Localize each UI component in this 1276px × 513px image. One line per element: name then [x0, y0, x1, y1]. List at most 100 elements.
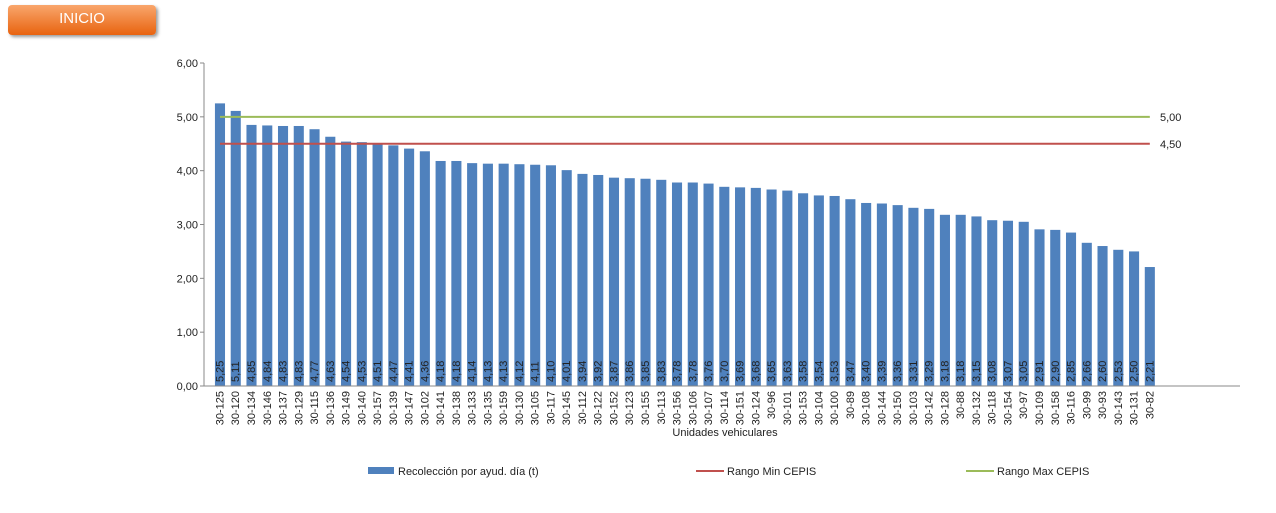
bar: [388, 145, 399, 386]
x-tick-label: 30-112: [577, 391, 589, 424]
bar: [404, 148, 415, 386]
data-label: 3,87: [608, 361, 620, 382]
data-label: 4,13: [482, 361, 494, 382]
data-label: 3,08: [987, 361, 999, 382]
bar: [987, 220, 998, 386]
data-label: 4,51: [372, 361, 384, 382]
data-label: 3,05: [1018, 361, 1030, 382]
bar: [876, 203, 887, 386]
x-tick-label: 30-103: [908, 391, 920, 425]
data-label: 3,70: [719, 361, 731, 382]
data-label: 3,68: [750, 361, 762, 382]
bar: [561, 170, 572, 386]
data-label: 3,47: [845, 361, 857, 382]
legend-label: Rango Max CEPIS: [997, 466, 1089, 478]
data-label: 3,92: [593, 361, 605, 382]
x-tick-label: 30-154: [1002, 391, 1014, 425]
bar: [1081, 242, 1092, 386]
data-label: 4,13: [498, 361, 510, 382]
x-tick-label: 30-136: [325, 391, 337, 425]
bar: [1144, 267, 1155, 386]
x-tick-label: 30-122: [593, 391, 605, 425]
x-tick-label: 30-114: [719, 391, 731, 424]
data-label: 2,50: [1129, 361, 1141, 382]
bar: [845, 199, 856, 386]
x-tick-label: 30-109: [1034, 391, 1046, 425]
bar: [829, 195, 840, 386]
data-label: 4,10: [545, 361, 557, 382]
data-label: 4,18: [451, 361, 463, 382]
x-tick-label: 30-106: [687, 391, 699, 425]
y-tick-label: 0,00: [177, 381, 198, 393]
data-label: 2,91: [1034, 361, 1046, 382]
data-label: 4,83: [278, 361, 290, 382]
bar: [277, 125, 289, 387]
bar: [766, 189, 777, 386]
data-label: 4,84: [262, 361, 274, 382]
bar: [1129, 251, 1140, 386]
x-tick-label: 30-97: [1018, 391, 1030, 419]
x-tick-label: 30-124: [750, 391, 762, 425]
x-tick-label: 30-137: [278, 391, 290, 425]
x-tick-label: 30-149: [341, 391, 353, 425]
bar: [467, 163, 478, 386]
data-label: 3,78: [687, 361, 699, 382]
x-tick-label: 30-150: [892, 391, 904, 425]
x-tick-label: 30-100: [829, 391, 841, 425]
x-tick-label: 30-141: [435, 391, 447, 425]
bar: [939, 214, 950, 386]
data-label: 4,77: [309, 361, 321, 382]
x-tick-label: 30-115: [309, 391, 321, 424]
bar: [892, 205, 903, 386]
data-label: 3,40: [861, 361, 873, 382]
x-tick-label: 30-142: [924, 391, 936, 425]
x-tick-label: 30-158: [1050, 391, 1062, 425]
x-tick-label: 30-147: [404, 391, 416, 425]
x-tick-label: 30-140: [356, 391, 368, 425]
bar: [671, 182, 683, 386]
data-label: 2,66: [1081, 361, 1093, 382]
data-label: 3,83: [656, 361, 668, 382]
x-tick-label: 30-129: [293, 391, 305, 425]
x-tick-label: 30-113: [656, 391, 668, 424]
bar: [309, 129, 320, 386]
x-tick-label: 30-120: [230, 391, 242, 425]
bar: [577, 173, 588, 386]
x-tick-label: 30-139: [388, 391, 400, 425]
bar: [908, 207, 919, 386]
bar: [608, 177, 620, 386]
bar: [372, 143, 383, 386]
x-tick-label: 30-99: [1081, 391, 1093, 419]
y-tick-label: 6,00: [177, 58, 198, 70]
bar: [1034, 229, 1045, 386]
x-tick-label: 30-145: [561, 391, 573, 425]
x-tick-label: 30-152: [608, 391, 620, 425]
data-label: 3,53: [829, 361, 841, 382]
x-tick-label: 30-93: [1097, 391, 1109, 419]
x-tick-label: 30-108: [861, 391, 873, 425]
x-axis-label: Unidades vehiculares: [672, 427, 778, 439]
data-label: 4,01: [561, 361, 573, 382]
bar: [750, 187, 761, 386]
legend-label: Recolección por ayud. día (t): [398, 466, 539, 478]
data-label: 4,36: [419, 361, 431, 382]
data-label: 4,14: [467, 361, 479, 382]
bar: [782, 190, 793, 386]
inicio-button[interactable]: INICIO: [8, 5, 156, 35]
data-label: 4,53: [356, 361, 368, 382]
data-label: 3,63: [782, 361, 794, 382]
y-tick-label: 2,00: [177, 273, 198, 285]
data-label: 4,11: [530, 361, 542, 382]
x-tick-label: 30-102: [419, 391, 431, 425]
bar: [955, 214, 966, 386]
data-label: 4,63: [325, 361, 337, 382]
x-tick-label: 30-143: [1113, 391, 1125, 425]
data-label: 3,76: [703, 361, 715, 382]
x-tick-label: 30-155: [640, 391, 652, 425]
x-tick-label: 30-117: [545, 391, 557, 424]
bar: [293, 125, 304, 387]
x-tick-label: 30-118: [987, 391, 999, 424]
bar: [640, 178, 651, 386]
x-tick-label: 30-146: [262, 391, 274, 425]
